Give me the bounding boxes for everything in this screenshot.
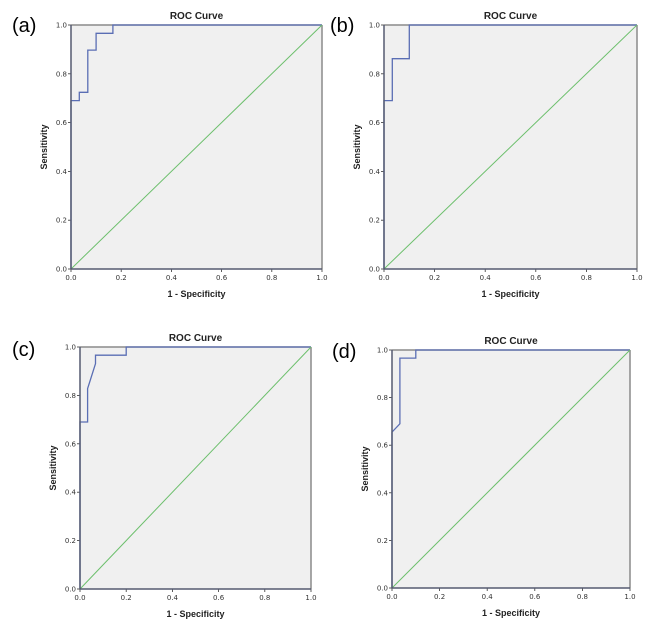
y-tick-label: 0.4 [377,489,389,497]
y-tick-label: 0.4 [65,489,77,497]
x-tick-label: 0.0 [74,594,85,602]
roc-curve [70,24,322,269]
panel-label: (c) [12,339,35,361]
y-tick-label: 0.2 [369,217,380,225]
x-tick-label: 0.8 [577,593,588,601]
y-axis-label: Sensitivity [48,445,58,490]
y-tick-label: 0.2 [65,537,76,545]
y-tick-label: 0.4 [56,168,68,176]
x-tick-label: 0.6 [529,593,541,601]
x-tick-label: 0.2 [429,274,440,282]
panel-label: (b) [330,15,354,37]
y-tick-label: 0.8 [377,394,388,402]
x-axis-label: 1 - Specificity [167,289,225,299]
reference-line [391,349,631,589]
y-tick-label: 0.6 [369,119,381,127]
x-tick-label: 1.0 [624,593,635,601]
x-tick-label: 0.6 [213,594,225,602]
y-tick-label: 0.2 [56,217,67,225]
x-tick-label: 0.8 [581,274,592,282]
x-tick-label: 0.0 [386,593,397,601]
x-tick-label: 0.0 [65,274,76,282]
roc-panel-d: (d) ROC Curve 0.0 0.2 0.4 0.6 0.8 1.0 0.0 0.2 0.4 0… [332,336,636,618]
y-tick-label: 0.0 [369,266,380,274]
reference-line [383,24,638,270]
y-tick-label: 1.0 [369,22,380,30]
chart-title: ROC Curve [170,11,224,22]
panel-label: (a) [12,15,36,37]
x-tick-label: 0.8 [266,274,277,282]
y-tick-label: 0.2 [377,537,388,545]
x-tick-label: 1.0 [631,274,642,282]
chart-title: ROC Curve [484,11,538,22]
y-tick-label: 0.0 [377,585,388,593]
reference-line [70,24,323,270]
y-tick-label: 0.0 [56,266,67,274]
roc-panel-b: (b) ROC Curve 0.0 0.2 0.4 0.6 0.8 1.0 0.0 0.2 0.4 0… [330,11,643,299]
x-tick-label: 0.4 [482,593,494,601]
y-tick-label: 1.0 [65,344,76,352]
y-tick-label: 0.0 [65,586,76,594]
roc-panel-a: (a) ROC Curve 0.0 0.2 0.4 0.6 0.8 1.0 0.0 0.2 0.4 0… [12,11,328,299]
x-axis-label: 1 - Specificity [166,609,224,619]
x-tick-label: 0.2 [434,593,445,601]
chart-title: ROC Curve [484,336,538,347]
reference-line [79,346,312,590]
x-tick-label: 0.6 [530,274,542,282]
y-tick-label: 0.6 [377,442,389,450]
y-axis-label: Sensitivity [39,124,49,169]
panel-label: (d) [332,341,356,363]
x-tick-label: 1.0 [316,274,327,282]
y-tick-label: 0.8 [369,70,380,78]
y-tick-label: 0.6 [65,440,77,448]
x-tick-label: 0.2 [116,274,127,282]
roc-curve [79,346,311,589]
x-tick-label: 0.0 [378,274,389,282]
x-tick-label: 0.6 [216,274,228,282]
x-axis-label: 1 - Specificity [481,289,539,299]
y-axis-label: Sensitivity [360,446,370,491]
x-tick-label: 0.8 [259,594,270,602]
x-tick-label: 0.2 [121,594,132,602]
y-axis-label: Sensitivity [352,124,362,169]
x-tick-label: 1.0 [305,594,316,602]
x-tick-label: 0.4 [480,274,492,282]
y-tick-label: 1.0 [377,347,388,355]
x-tick-label: 0.4 [166,274,178,282]
y-tick-label: 1.0 [56,22,67,30]
y-tick-label: 0.6 [56,119,68,127]
y-tick-label: 0.8 [56,70,67,78]
chart-title: ROC Curve [169,333,223,344]
roc-panel-c: (c) ROC Curve 0.0 0.2 0.4 0.6 0.8 1.0 0.0 0.2 0.4 0… [12,333,317,619]
x-tick-label: 0.4 [167,594,179,602]
y-tick-label: 0.4 [369,168,381,176]
y-tick-label: 0.8 [65,392,76,400]
x-axis-label: 1 - Specificity [482,608,540,618]
